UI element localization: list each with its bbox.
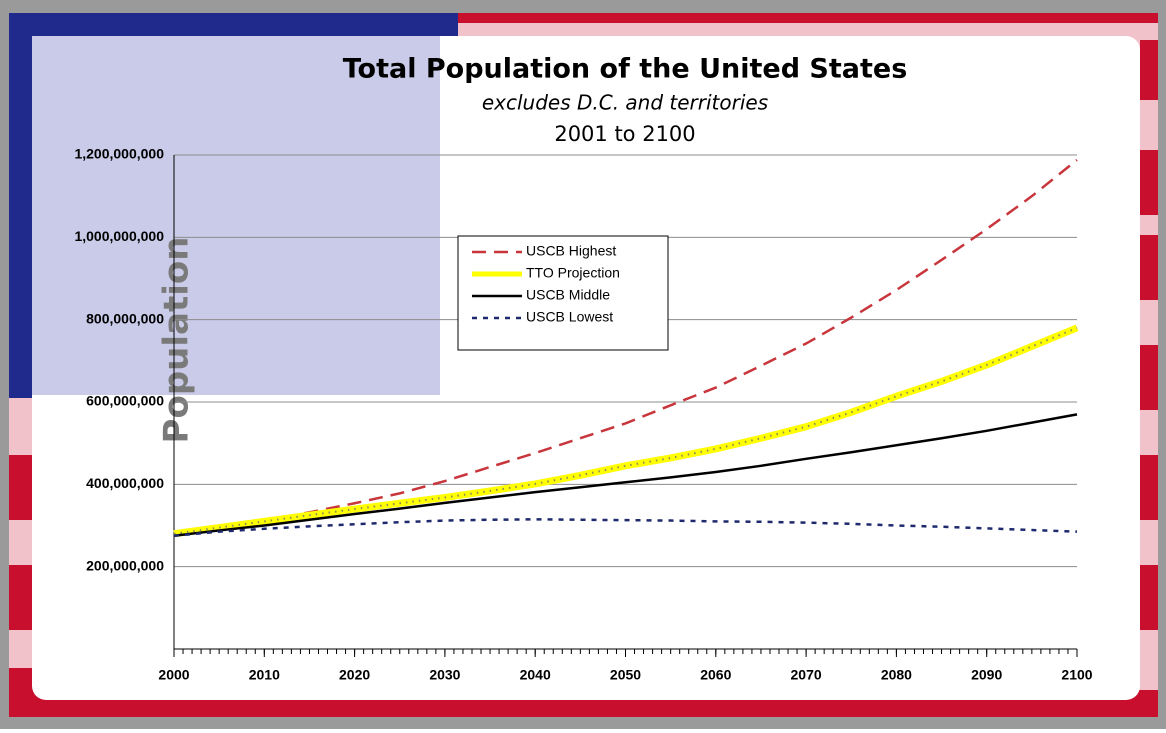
x-tick-label: 2090: [971, 667, 1002, 683]
series-line: [173, 518, 1078, 538]
y-tick-label: 400,000,000: [86, 475, 164, 491]
x-tick-label: 2040: [520, 667, 551, 683]
x-tick-label: 2010: [249, 667, 280, 683]
x-tick-label: 2020: [339, 667, 370, 683]
x-tick-label: 2100: [1061, 667, 1092, 683]
legend-label: USCB Middle: [526, 287, 610, 303]
series-line: [173, 158, 1078, 535]
legend-box: [457, 235, 669, 351]
stripe: [1140, 235, 1158, 300]
y-axis-label: Population: [157, 237, 197, 444]
x-tick-label: 2080: [881, 667, 912, 683]
x-tick-label: 2000: [158, 667, 189, 683]
y-tick-label: 1,200,000,000: [74, 146, 164, 162]
plot-area: 200,000,000 400,000,000 600,000,000 800,000…: [74, 146, 1092, 683]
y-tick-label: 800,000,000: [86, 310, 164, 326]
legend-label: USCB Lowest: [526, 309, 613, 325]
chart-title: Total Population of the United States: [343, 54, 908, 85]
y-tick-label: 1,000,000,000: [74, 228, 164, 244]
stripe: [458, 13, 1158, 23]
stripe: [9, 565, 33, 630]
stripe: [1140, 40, 1158, 100]
legend-label: USCB Highest: [526, 243, 616, 259]
legend-label: TTO Projection: [526, 265, 620, 281]
series-line: [173, 324, 1079, 538]
stripe: [1140, 345, 1158, 410]
x-tick-label: 2050: [610, 667, 641, 683]
stripe: [1140, 150, 1158, 215]
x-tick-label: 2070: [791, 667, 822, 683]
canton-panel: [32, 36, 440, 395]
x-tick-label: 2060: [700, 667, 731, 683]
x-tick-label: 2030: [429, 667, 460, 683]
chart-subtitle: excludes D.C. and territories: [482, 91, 768, 115]
stripe: [1140, 565, 1158, 630]
chart-period: 2001 to 2100: [554, 122, 695, 146]
series-line: [173, 413, 1078, 538]
y-tick-label: 600,000,000: [86, 393, 164, 409]
stripe: [1140, 455, 1158, 520]
stripe: [9, 455, 33, 520]
y-tick-label: 200,000,000: [86, 557, 164, 573]
